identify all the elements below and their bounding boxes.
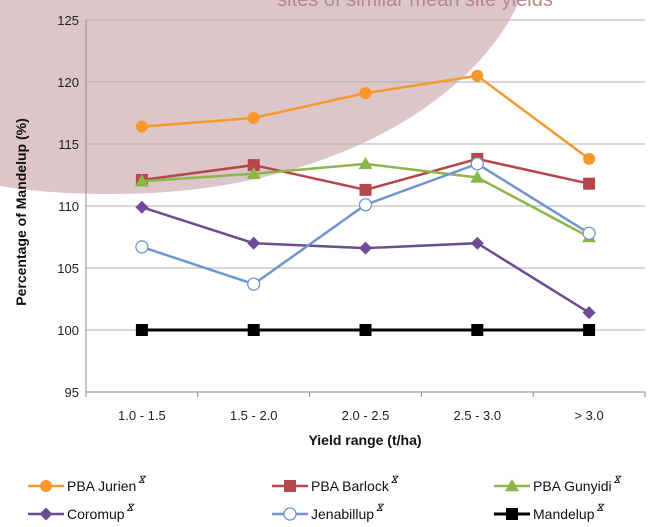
legend-superscript: ⴵ [138,475,146,486]
x-tick-label: 1.0 - 1.5 [118,408,166,423]
legend-superscript: ⴵ [127,503,135,514]
legend-marker [39,507,53,521]
legend-label: PBA Jurien [67,478,136,494]
x-tick-labels: 1.0 - 1.5 1.5 - 2.0 2.0 - 2.5 2.5 - 3.0 > 3.… [118,408,604,423]
legend-superscript: ⴵ [376,503,384,514]
series-pba-barlock [135,152,596,196]
data-point [471,69,484,82]
legend-item: PBA Barlock ⴵ [272,475,399,494]
data-point [471,324,484,336]
data-point [135,200,149,214]
y-axis-title: Percentage of Mandelup (%) [13,118,29,305]
x-axis-title: Yield range (t/ha) [308,432,421,448]
series-jenabillup [135,157,596,291]
legend-marker [505,479,519,492]
data-point [470,236,484,250]
data-point [583,177,596,190]
data-point [470,170,485,183]
legend-superscript: ⴵ [614,475,622,486]
x-tick-label: 1.5 - 2.0 [230,408,278,423]
data-point [135,324,148,336]
data-point [358,198,373,212]
legend-label: Jenabillup [311,506,374,522]
y-tick-label: 95 [65,385,79,400]
data-point [582,306,596,320]
legend-marker [40,480,52,492]
legend-label: Coromup [67,506,125,522]
series-coromup [135,200,596,320]
series-line [141,206,590,314]
x-tick-label: > 3.0 [574,408,603,423]
y-tick-label: 125 [57,13,79,28]
legend-superscript: ⴵ [391,475,399,486]
axes [85,20,646,397]
data-point [359,241,372,255]
y-tick-label: 100 [57,323,79,338]
data-point [247,324,260,336]
y-tick-label: 110 [58,199,79,214]
data-point [246,166,261,180]
data-point [247,236,261,250]
data-point [247,159,260,172]
data-point [135,240,149,254]
legend-superscript: ⴵ [597,503,605,514]
data-series [134,69,597,336]
data-point [359,324,372,336]
legend: PBA Jurien ⴵ PBA Barlock ⴵ PBA Gunyidi ⴵCorom… [28,475,622,522]
data-point [135,120,148,133]
legend-item: Mandelup ⴵ [494,503,605,522]
data-point [359,87,372,100]
legend-marker [284,480,296,492]
background-decorative-shape [0,0,520,195]
legend-item: PBA Gunyidi ⴵ [494,475,622,494]
x-tick-label: 2.0 - 2.5 [342,408,390,423]
legend-item: Coromup ⴵ [28,503,135,522]
data-point [358,156,373,170]
x-tick-label: 2.5 - 3.0 [453,408,501,423]
data-point [247,111,260,124]
legend-marker [283,507,297,521]
legend-label: PBA Gunyidi [533,478,612,494]
y-tick-label: 115 [58,137,79,152]
legend-item: Jenabillup ⴵ [272,503,384,522]
y-tick-label: 120 [57,75,79,90]
legend-label: PBA Barlock [311,478,390,494]
legend-marker [506,508,518,520]
data-point [583,324,596,336]
data-point [247,277,261,291]
series-pba-jurien [135,69,596,165]
data-point [583,152,596,165]
data-point [359,183,372,196]
chart-title: sites of similar mean site yields [277,0,553,11]
series-mandelup [135,324,596,336]
y-tick-label: 105 [57,261,79,276]
y-tick-labels: 95 100 105 110 115 120 125 [57,13,79,400]
legend-item: PBA Jurien ⴵ [28,475,146,494]
data-point [134,174,149,187]
data-point [582,226,596,240]
data-point [470,157,484,171]
legend-label: Mandelup [533,506,595,522]
